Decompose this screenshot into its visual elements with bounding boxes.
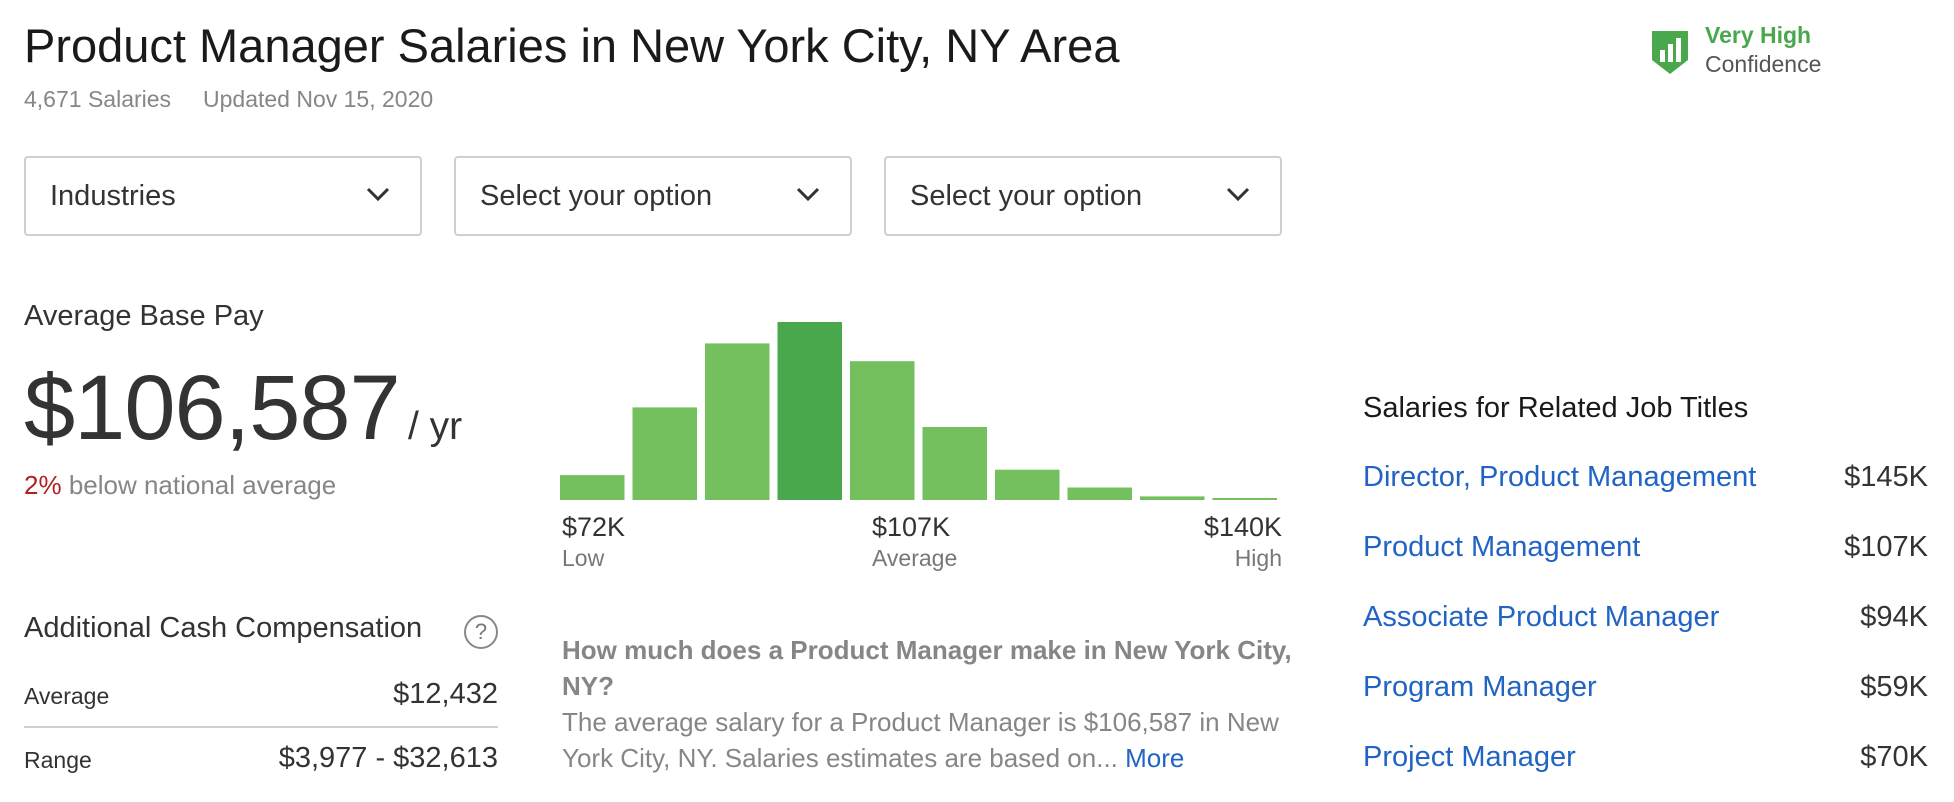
faq-question: How much does a Product Manager make in … <box>562 635 1292 701</box>
related-item: Director, Product Management $145K <box>1363 461 1928 501</box>
average-base-pay-value: $106,587 <box>24 357 401 459</box>
histogram-bar <box>632 407 697 500</box>
histogram-bar <box>1067 487 1132 500</box>
related-job-salary: $145K <box>1844 461 1928 493</box>
histogram-bar <box>995 469 1060 500</box>
divider <box>24 726 498 728</box>
chevron-down-icon <box>1226 187 1250 202</box>
histogram-bar <box>1212 498 1277 500</box>
histogram-bar <box>777 322 842 500</box>
comp-average-value: $12,432 <box>393 678 498 710</box>
question-icon[interactable]: ? <box>464 615 498 649</box>
tick-high-value: $140K <box>1203 512 1282 542</box>
chevron-down-icon <box>366 187 390 202</box>
average-base-pay-label: Average Base Pay <box>24 300 264 332</box>
salary-histogram <box>560 322 1277 500</box>
confidence-level: Very High <box>1705 22 1812 48</box>
faq-answer-text: The average salary for a Product Manager… <box>562 707 1279 773</box>
related-job-link[interactable]: Associate Product Manager <box>1363 601 1720 633</box>
dropdown-label: Select your option <box>480 180 713 212</box>
page-title: Product Manager Salaries in New York Cit… <box>24 19 1120 72</box>
related-job-salary: $59K <box>1860 671 1928 703</box>
related-job-salary: $70K <box>1860 741 1928 773</box>
related-titles-heading: Salaries for Related Job Titles <box>1363 392 1749 424</box>
salary-count: 4,671 Salaries <box>24 86 172 112</box>
tick-low-value: $72K <box>562 512 626 542</box>
filter-dropdown-2[interactable]: Select your option <box>454 156 852 236</box>
tick-average-value: $107K <box>872 512 951 542</box>
comparison-text: below national average <box>68 470 337 500</box>
related-job-salary: $107K <box>1844 531 1928 563</box>
additional-cash-title: Additional Cash Compensation <box>24 612 423 644</box>
filter-dropdown-3[interactable]: Select your option <box>884 156 1282 236</box>
histogram-bar <box>922 427 987 500</box>
chevron-down-icon <box>796 187 820 202</box>
comp-range-label: Range <box>24 747 92 773</box>
tick-low-label: Low <box>562 545 605 571</box>
related-job-link[interactable]: Program Manager <box>1363 671 1597 703</box>
tick-average-label: Average <box>872 545 958 571</box>
comparison-percent: 2% <box>24 470 62 500</box>
histogram-bar <box>850 361 915 500</box>
related-item: Associate Product Manager $94K <box>1363 601 1928 641</box>
related-job-salary: $94K <box>1860 601 1928 633</box>
bar-chart-shield-icon <box>1652 31 1688 74</box>
updated-date: Updated Nov 15, 2020 <box>203 86 434 112</box>
histogram-bar <box>705 343 770 500</box>
histogram-bar <box>560 475 625 500</box>
dropdown-label: Industries <box>50 180 176 212</box>
related-item: Program Manager $59K <box>1363 671 1928 711</box>
comp-average-label: Average <box>24 683 110 709</box>
histogram-bar <box>1140 496 1205 500</box>
tick-high-label: High <box>1234 545 1282 571</box>
pay-unit: / yr <box>408 405 463 448</box>
related-item: Product Management $107K <box>1363 531 1928 571</box>
related-job-link[interactable]: Product Management <box>1363 531 1641 563</box>
more-link[interactable]: More <box>1125 743 1185 773</box>
faq-answer: The average salary for a Product Manager… <box>562 704 1302 776</box>
related-job-link[interactable]: Project Manager <box>1363 741 1576 773</box>
confidence-label: Confidence <box>1705 51 1822 77</box>
comp-range-value: $3,977 - $32,613 <box>278 742 498 774</box>
dropdown-label: Select your option <box>910 180 1143 212</box>
related-job-link[interactable]: Director, Product Management <box>1363 461 1757 493</box>
national-comparison: 2% below national average <box>24 470 336 501</box>
related-item: Project Manager $70K <box>1363 741 1928 781</box>
industries-dropdown[interactable]: Industries <box>24 156 422 236</box>
